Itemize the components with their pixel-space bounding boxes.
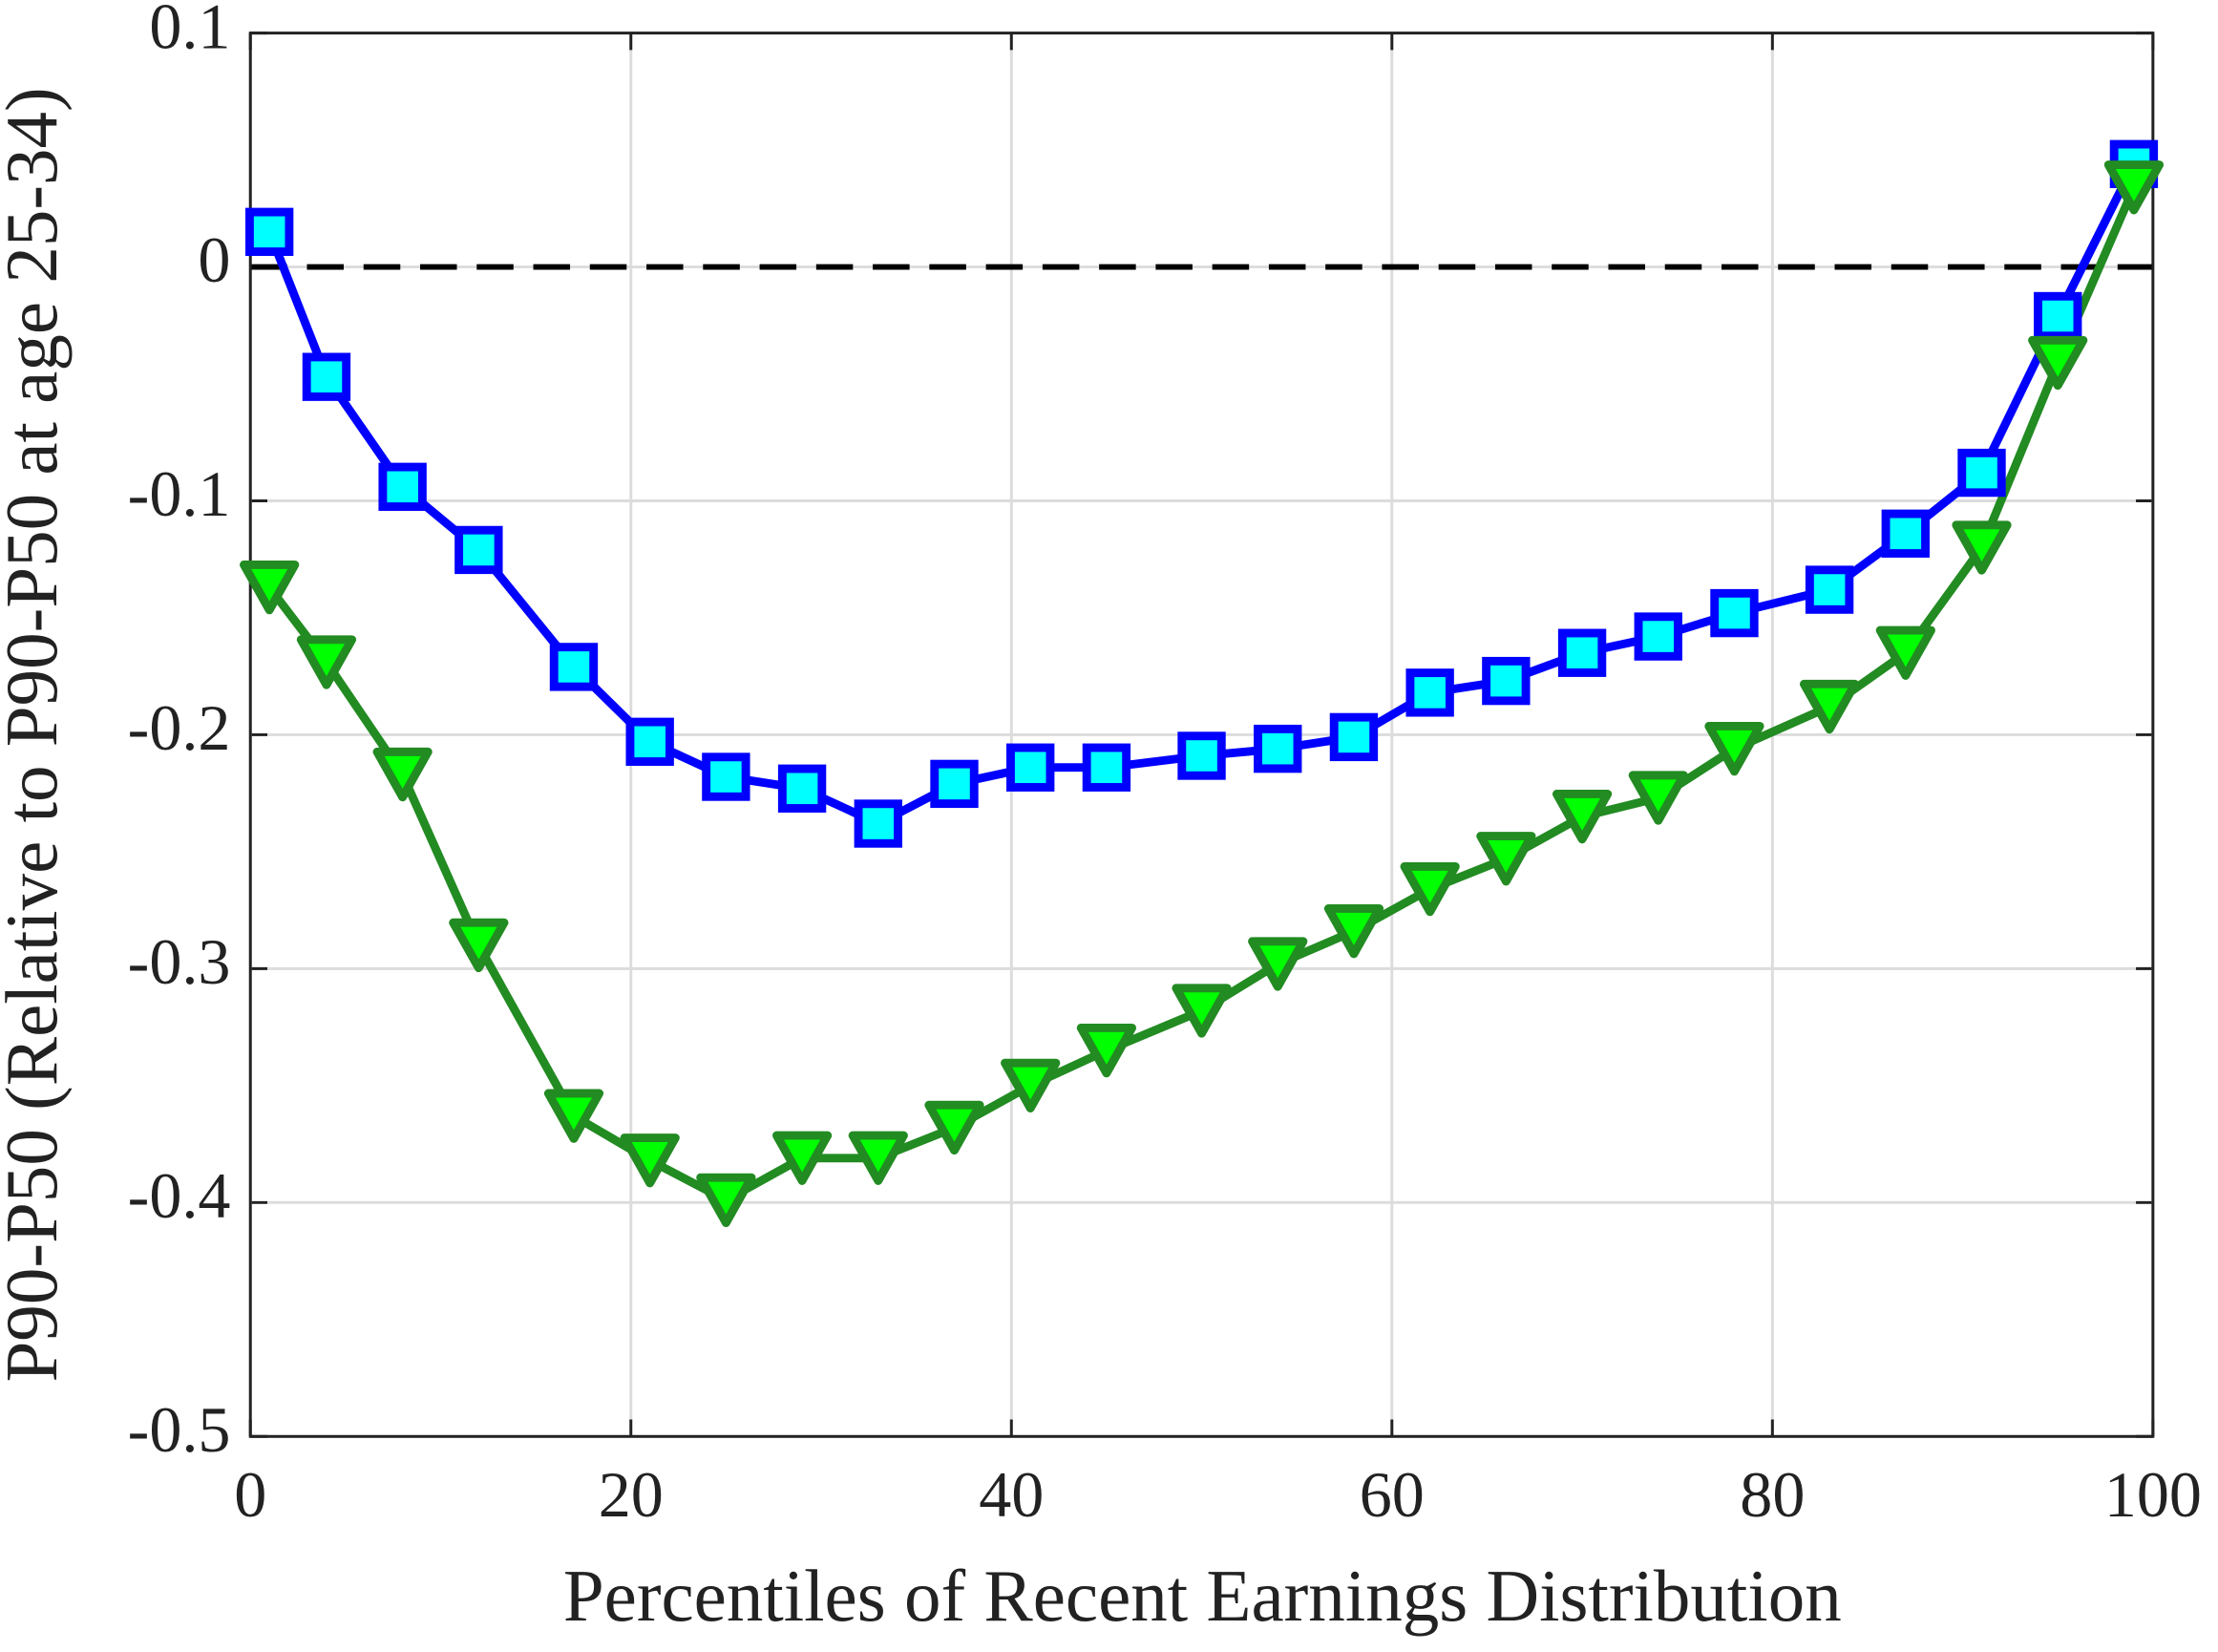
point — [1006, 743, 1055, 792]
point — [1552, 790, 1613, 844]
y-tick-label: 0 — [198, 223, 230, 296]
point — [1405, 668, 1454, 717]
point — [1634, 612, 1682, 661]
point — [449, 918, 509, 973]
y-tick-label: -0.4 — [128, 1159, 231, 1232]
point — [1805, 565, 1854, 614]
point — [1482, 656, 1531, 706]
y-tick-label: 0.1 — [149, 0, 230, 62]
point — [1400, 861, 1460, 917]
point — [1881, 509, 1930, 558]
point — [620, 1133, 680, 1188]
point — [1799, 679, 1860, 734]
plot-frame — [248, 32, 2155, 1438]
point — [930, 759, 979, 809]
point — [2034, 291, 2082, 341]
point — [240, 560, 300, 615]
x-axis-label: Percentiles of Recent Earnings Distribut… — [563, 1555, 1842, 1637]
x-tick-label: 60 — [1360, 1458, 1425, 1531]
point — [1248, 937, 1308, 991]
point — [854, 799, 902, 848]
x-tick-label: 100 — [2104, 1458, 2202, 1531]
y-tick-label: -0.5 — [128, 1393, 231, 1466]
point — [1875, 625, 1935, 680]
point — [549, 643, 599, 691]
point — [244, 207, 294, 257]
point — [1628, 771, 1688, 825]
point — [2103, 160, 2165, 215]
point — [302, 352, 351, 401]
point — [1704, 721, 1764, 776]
point — [1172, 984, 1232, 1038]
point — [1557, 628, 1607, 677]
point — [543, 1089, 604, 1143]
point — [1329, 712, 1379, 762]
point — [1076, 1023, 1137, 1078]
point — [625, 717, 674, 766]
point — [296, 635, 357, 689]
point — [777, 764, 827, 813]
point — [924, 1100, 984, 1155]
y-tick-label: -0.3 — [128, 925, 231, 998]
series-line — [265, 161, 2138, 828]
point — [2028, 335, 2088, 391]
y-tick-label: -0.2 — [128, 691, 231, 764]
point — [848, 1131, 908, 1185]
point — [378, 462, 427, 511]
point — [1952, 520, 2012, 575]
y-tick-label: -0.1 — [128, 457, 231, 530]
point — [702, 752, 750, 801]
point — [372, 747, 433, 802]
point — [696, 1173, 756, 1228]
point — [1323, 904, 1384, 959]
point — [1254, 724, 1302, 773]
x-tick-label: 20 — [599, 1458, 664, 1531]
point — [771, 1131, 833, 1185]
point — [1177, 731, 1226, 780]
point — [1957, 448, 2006, 498]
point — [1476, 832, 1536, 886]
point — [1001, 1058, 1061, 1113]
point — [454, 525, 503, 575]
x-tick-label: 80 — [1740, 1458, 1805, 1531]
x-tick-label: 0 — [234, 1458, 266, 1531]
point — [1082, 743, 1131, 792]
point — [1710, 588, 1759, 638]
y-axis-label: P90-P50 (Relative to P90-P50 at age 25-3… — [0, 87, 73, 1382]
x-tick-label: 40 — [979, 1458, 1044, 1531]
